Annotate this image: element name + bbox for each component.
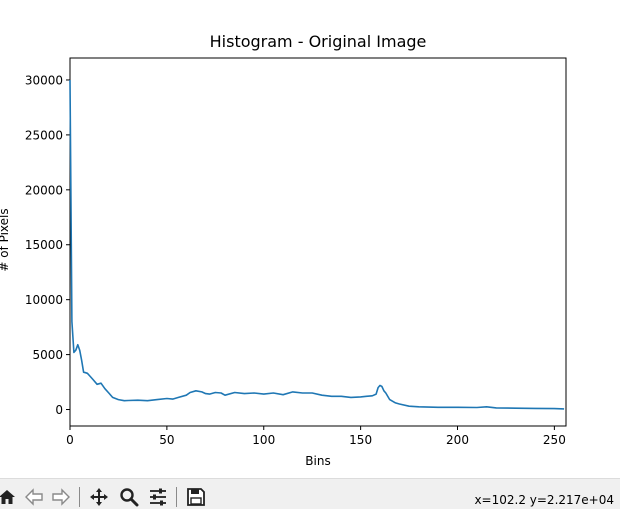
pan-button[interactable] bbox=[88, 486, 110, 508]
y-tick-label: 25000 bbox=[25, 128, 63, 142]
pan-icon bbox=[90, 488, 108, 506]
home-button[interactable] bbox=[0, 486, 18, 508]
toolbar-separator bbox=[176, 487, 177, 507]
axes-frame bbox=[69, 57, 567, 427]
histogram-plot: 0 50 100 150 200 250 0 5000 10000 15000 20000 25000… bbox=[0, 32, 567, 468]
zoom-icon bbox=[120, 488, 139, 507]
x-tick-label: 50 bbox=[159, 433, 174, 447]
y-tick-label: 15000 bbox=[25, 238, 63, 252]
forward-icon bbox=[52, 488, 70, 506]
x-tick-label: 250 bbox=[543, 433, 566, 447]
chart-title: Histogram - Original Image bbox=[210, 32, 427, 51]
save-icon bbox=[187, 488, 205, 506]
series-line-histogram bbox=[69, 79, 565, 410]
back-button[interactable] bbox=[23, 486, 45, 508]
y-tick-label: 0 bbox=[55, 403, 63, 417]
coordinate-readout: x=102.2 y=2.217e+04 bbox=[474, 493, 614, 507]
y-tick-label: 30000 bbox=[25, 73, 63, 87]
x-tick-label: 100 bbox=[252, 433, 275, 447]
toolbar-separator bbox=[79, 487, 80, 507]
configure-subplots-icon bbox=[150, 488, 166, 506]
x-tick-label: 150 bbox=[349, 433, 372, 447]
save-button[interactable] bbox=[185, 486, 207, 508]
x-tick-label: 200 bbox=[446, 433, 469, 447]
y-tick-label: 10000 bbox=[25, 293, 63, 307]
zoom-button[interactable] bbox=[118, 486, 140, 508]
x-tick-label: 0 bbox=[66, 433, 74, 447]
figure-canvas[interactable]: 0 50 100 150 200 250 0 5000 10000 15000 20000 25000… bbox=[0, 0, 620, 478]
y-tick-label: 5000 bbox=[32, 348, 63, 362]
forward-button[interactable] bbox=[50, 486, 72, 508]
home-icon bbox=[0, 490, 15, 504]
navigation-toolbar: x=102.2 y=2.217e+04 bbox=[0, 478, 620, 509]
configure-subplots-button[interactable] bbox=[147, 486, 169, 508]
back-icon bbox=[25, 488, 43, 506]
y-axis-label: # of Pixels bbox=[0, 208, 11, 271]
x-axis-label: Bins bbox=[305, 454, 330, 468]
y-tick-label: 20000 bbox=[25, 183, 63, 197]
